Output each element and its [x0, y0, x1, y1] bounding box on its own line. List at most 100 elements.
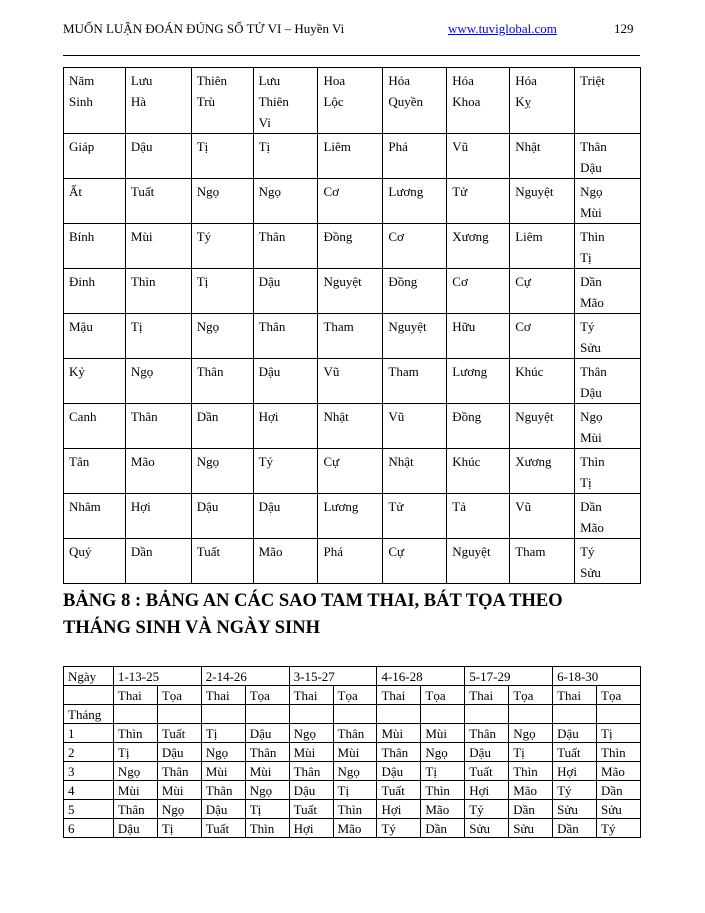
month-row: 6 Dậu Tị Tuất Thìn Hợi Mão Tý Dần Sửu Sửu Dần Tý: [63, 818, 641, 838]
table-cell: Mùi: [332, 742, 378, 762]
table-cell: Ngọ: [124, 358, 192, 404]
table-cell: Tý: [252, 448, 319, 494]
table-cell: Hợi: [552, 761, 598, 781]
table-cell: Thân: [124, 403, 192, 449]
cell-line: Hóa: [515, 73, 537, 88]
cell-line: Thiên: [258, 94, 289, 109]
month-number: 6: [63, 818, 114, 838]
table-cell: Thìn: [112, 723, 158, 743]
month-row: 4 Mùi Mùi Thân Ngọ Dậu Tị Tuất Thìn Hợi Mão Tý Dần: [63, 780, 641, 800]
thai-header: Thai: [200, 685, 246, 705]
table-cell: Ngọ: [190, 178, 254, 224]
cell-line: Kỵ: [515, 94, 532, 109]
table-row: Giáp Dậu Tị Tị Liêm Phá Vũ Nhật Thân Dậu: [63, 133, 641, 179]
table-cell: Khúc: [446, 448, 511, 494]
empty-cell: [420, 704, 466, 724]
table-cell: Đồng: [317, 223, 384, 269]
website-link[interactable]: www.tuviglobal.com: [448, 21, 557, 36]
table-cell: Nguyệt: [446, 538, 511, 584]
cell-line: Lưu: [130, 73, 153, 88]
table-cell: Dậu: [190, 493, 254, 539]
table-cell: Đồng: [446, 403, 511, 449]
day-group-header: 1-13-25: [112, 666, 202, 686]
cell-line: Quyền: [388, 94, 424, 109]
table-cell: Dần Mão: [574, 493, 641, 539]
table-cell: Mùi: [420, 723, 466, 743]
table-cell: Thìn: [596, 742, 641, 762]
day-group-header: 3-15-27: [288, 666, 378, 686]
table-cell: Thìn: [332, 799, 378, 819]
month-row: 5 Thân Ngọ Dậu Tị Tuất Thìn Hợi Mão Tý Dần Sửu Sửu: [63, 799, 641, 819]
table-cell: Ngọ: [190, 448, 254, 494]
table-cell: Dậu: [252, 268, 319, 314]
table-cell: Mùi: [288, 742, 334, 762]
table-cell: Hợi: [376, 799, 422, 819]
table-cell: Tý Sửu: [574, 538, 641, 584]
page-number: 129: [614, 21, 634, 36]
toa-header: Tọa: [508, 685, 554, 705]
cell-line: Ngọ: [580, 409, 603, 424]
table-cell: Sửu: [508, 818, 554, 838]
table-cell: Dần: [552, 818, 598, 838]
table-cell: Xương: [446, 223, 511, 269]
column-header: Hóa Quyền: [382, 67, 448, 134]
table-row: Quý Dần Tuất Mão Phá Cự Nguyệt Tham Tý Sửu: [63, 538, 641, 584]
day-group-header: 2-14-26: [200, 666, 290, 686]
empty-cell: [112, 704, 158, 724]
cell-line: Ngọ: [580, 184, 603, 199]
cell-line: Lộc: [323, 94, 344, 109]
cell-line: Tị: [580, 250, 592, 265]
day-group-header: 5-17-29: [464, 666, 554, 686]
table-cell: Ngọ: [508, 723, 554, 743]
table-cell: Mùi: [124, 223, 192, 269]
table-cell: Vũ: [446, 133, 511, 179]
table-cell: Tị: [508, 742, 554, 762]
table-cell: Thân: [190, 358, 254, 404]
cell-line: Vi: [258, 115, 271, 130]
table-cell: Xương: [509, 448, 576, 494]
table-cell: Mậu: [63, 313, 126, 359]
table-cell: Nhật: [317, 403, 384, 449]
cell-line: Sửu: [580, 340, 601, 355]
empty-cell: [508, 704, 554, 724]
table-cell: Dậu: [252, 493, 319, 539]
table-cell: Tuất: [124, 178, 192, 224]
table-cell: Nhâm: [63, 493, 126, 539]
table-row: Kỷ Ngọ Thân Dậu Vũ Tham Lương Khúc Thân Dậu: [63, 358, 641, 404]
table-cell: Ngọ: [200, 742, 246, 762]
table-cell: Tị: [190, 133, 254, 179]
table-cell: Mùi: [200, 761, 246, 781]
table-cell: Lương: [446, 358, 511, 404]
thai-header: Thai: [288, 685, 334, 705]
table-cell: Giáp: [63, 133, 126, 179]
table-cell: Tị: [332, 780, 378, 800]
cell-line: Dần: [580, 499, 602, 514]
table-cell: Dậu: [288, 780, 334, 800]
cell-line: Hoa: [323, 73, 346, 88]
empty-cell: [596, 704, 641, 724]
table-cell: Phá: [382, 133, 448, 179]
column-header: Hoa Lộc: [317, 67, 384, 134]
cell-line: Dậu: [580, 385, 602, 400]
thai-header: Thai: [376, 685, 422, 705]
table-cell: Ngọ Mùi: [574, 178, 641, 224]
cell-line: Mùi: [580, 205, 602, 220]
table-cell: Tị: [124, 313, 192, 359]
table-cell: Mùi: [244, 761, 290, 781]
empty-cell: [156, 704, 202, 724]
table-cell: Thân: [464, 723, 510, 743]
table-cell: Tý: [376, 818, 422, 838]
cell-line: Khoa: [452, 94, 481, 109]
table-cell: Vũ: [509, 493, 576, 539]
table-cell: Mão: [596, 761, 641, 781]
table-cell: Cơ: [509, 313, 576, 359]
tam-thai-bat-toa-table: Ngày 1-13-25 2-14-26 3-15-27 4-16-28 5-17-29 6…: [63, 666, 641, 838]
table-cell: Phá: [317, 538, 384, 584]
cell-line: Tý: [580, 319, 595, 334]
table-cell: Cự: [509, 268, 576, 314]
table-cell: Tị: [200, 723, 246, 743]
cell-line: Thìn: [580, 229, 605, 244]
table-cell: Dậu: [376, 761, 422, 781]
table-cell: Tử: [446, 178, 511, 224]
table-cell: Thìn Tị: [574, 448, 641, 494]
